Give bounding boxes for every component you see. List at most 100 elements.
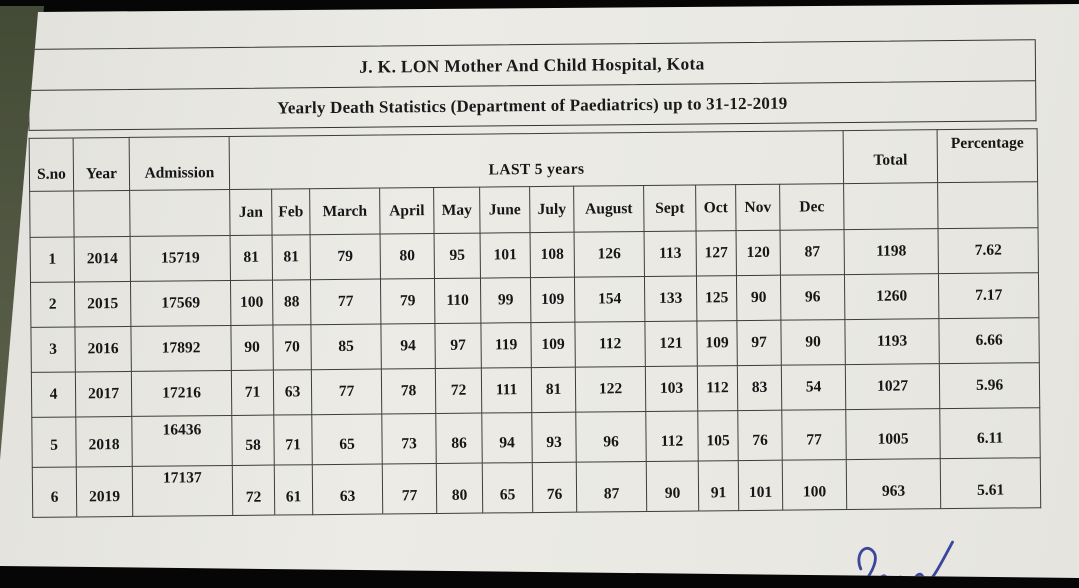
cell-months-6: 109 [530,322,576,368]
cell-year: 2017 [75,371,132,417]
cell-months-10: 101 [738,460,783,511]
cell-year: 2018 [75,416,133,467]
cell-months-7: 122 [575,366,646,413]
cell-months-8: 133 [644,275,697,322]
header-last-5-years: LAST 5 years [229,130,844,190]
cell-percentage: 7.17 [938,272,1039,319]
cell-months-1: 61 [274,464,313,516]
cell-months-8: 103 [645,365,698,412]
cell-months-5: 65 [482,462,533,514]
cell-months-10: 76 [737,410,783,461]
cell-months-8: 112 [645,410,699,462]
header-empty-admission [129,189,231,237]
header-month-nov: Nov [735,184,781,231]
document-content: J. K. LON Mother And Child Hospital, Kot… [27,5,1052,578]
cell-months-9: 109 [696,320,738,366]
cell-admission: 16436 [131,415,233,467]
cell-months-2: 77 [311,369,382,415]
cell-months-3: 79 [380,278,435,325]
header-month-july: July [529,186,575,233]
header-month-may: May [433,187,481,234]
cell-sno: 1 [30,236,75,283]
cell-admission: 17137 [132,465,233,517]
cell-months-7: 112 [574,321,646,368]
cell-months-0: 58 [231,415,275,466]
cell-sno: 2 [30,281,75,328]
cell-months-10: 83 [737,365,782,411]
cell-year: 2016 [74,326,132,372]
cell-year: 2014 [74,236,131,282]
header-month-oct: Oct [695,184,737,231]
cell-months-11: 54 [781,364,846,411]
cell-months-0: 72 [232,465,275,516]
cell-months-2: 65 [311,414,383,465]
header-empty-percentage [937,181,1039,229]
cell-total: 1005 [845,408,941,460]
cell-months-10: 90 [736,275,781,321]
cell-months-1: 71 [273,414,313,466]
cell-months-11: 77 [781,409,847,461]
cell-months-3: 80 [380,233,435,280]
cell-months-1: 81 [272,234,311,281]
cell-months-10: 97 [736,320,782,366]
cell-months-2: 79 [310,234,381,280]
header-month-jan: Jan [229,189,273,236]
table-row-2019: 6 2019 17137 72 61 63 77 80 65 76 87 90 91 101 100 963 5… [32,457,1041,518]
cell-months-11: 100 [782,459,847,511]
signature-scribble [857,540,954,578]
header-row-groups: S.no Year Admission LAST 5 years Total P… [29,128,1038,192]
cell-months-11: 87 [780,229,845,276]
header-percentage: Percentage [937,128,1038,183]
cell-months-4: 72 [435,368,482,414]
cell-sno: 6 [32,466,77,518]
header-empty-sno [29,190,75,238]
header-month-march: March [309,188,381,235]
cell-months-5: 111 [481,367,532,414]
cell-total: 1027 [845,363,940,410]
cell-admission: 15719 [130,235,231,282]
cell-months-9: 127 [696,230,737,276]
cell-months-5: 94 [481,412,533,464]
cell-admission: 17569 [130,280,231,327]
cell-months-3: 94 [380,323,436,370]
cell-year: 2019 [76,466,133,517]
cell-months-2: 85 [310,324,382,370]
cell-sno: 3 [30,326,76,373]
cell-months-4: 97 [434,323,482,369]
cell-sno: 5 [31,416,77,468]
cell-months-9: 105 [697,410,739,461]
header-month-august: August [573,185,645,233]
cell-months-9: 125 [696,275,737,321]
cell-total: 1260 [844,273,939,320]
header-month-feb: Feb [271,188,311,236]
cell-months-1: 70 [272,324,312,371]
cell-months-7: 87 [576,461,647,513]
cell-months-0: 100 [230,280,273,326]
cell-months-9: 112 [697,365,738,411]
cell-months-6: 109 [530,277,575,323]
cell-sno: 4 [31,371,76,418]
cell-months-7: 154 [574,276,645,323]
cell-months-1: 88 [272,279,311,326]
cell-months-8: 90 [646,460,699,512]
cell-percentage: 7.62 [938,227,1039,274]
cell-total: 1193 [844,318,940,365]
header-empty-year [73,190,131,237]
header-month-april: April [379,187,435,235]
cell-months-2: 77 [310,279,381,325]
header-admission: Admission [129,136,230,191]
cell-admission: 17216 [131,370,232,417]
cell-months-6: 108 [530,232,575,278]
cell-months-4: 80 [436,463,483,514]
cell-months-5: 99 [480,277,531,324]
cell-months-8: 113 [644,230,697,277]
cell-months-6: 93 [531,412,577,463]
cell-months-10: 120 [736,230,781,276]
cell-months-7: 96 [575,411,647,463]
header-year: Year [73,137,130,191]
cell-months-11: 96 [780,274,845,321]
header-month-june: June [479,186,531,234]
cell-months-5: 119 [480,322,532,369]
cell-months-3: 73 [381,413,437,465]
